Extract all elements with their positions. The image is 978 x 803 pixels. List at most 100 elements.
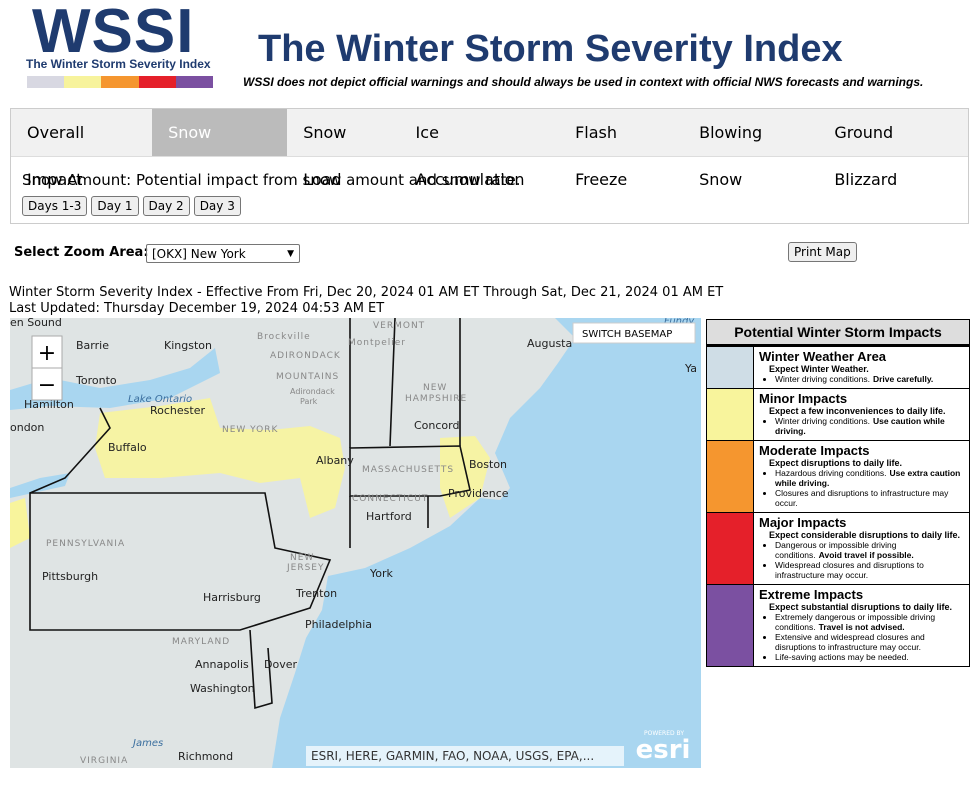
map-label: Augusta [527,337,572,350]
map-label: NEW [290,553,314,563]
map-label: Ya [684,362,697,375]
zoom-select[interactable]: [OKX] New York ▼ [146,244,300,263]
legend-item: Winter Weather Area Expect Winter Weather… [707,346,969,388]
minor-impact-area [10,498,30,548]
legend-item: Minor Impacts Expect a few inconveniences… [707,388,969,440]
map-label: JERSEY [286,563,325,573]
map-label: MASSACHUSETTS [362,465,454,475]
legend-bullets: Extremely dangerous or impossible drivin… [759,612,965,662]
legend-swatch [707,585,754,666]
map-label: MOUNTAINS [276,372,339,382]
day-button[interactable]: Day 3 [193,196,241,216]
tab[interactable]: Overall Impact [27,123,85,189]
legend-item: Extreme Impacts Expect substantial disrup… [707,584,969,666]
map-label: Park [300,397,318,406]
map-label: Albany [316,454,354,467]
legend-text: Moderate Impacts Expect disruptions to da… [754,441,969,512]
map-label: Lake Ontario [128,394,192,405]
map-label: MARYLAND [172,637,230,647]
map-label: Montpelier [348,338,406,348]
logo-subtitle: The Winter Storm Severity Index [26,57,211,71]
bullet-text: Life-saving actions may be needed. [775,652,909,662]
legend-swatch [707,441,754,512]
bullet-emphasis: Use extra caution while driving. [775,468,961,488]
tab[interactable]: Snow Amount [152,109,288,189]
bullet-text: Extensive and widespread closures and di… [775,632,925,652]
logo-color-bar [27,76,214,88]
attribution-bg [306,746,624,766]
tab[interactable]: Flash Freeze [575,123,628,189]
legend-bullets: Dangerous or impossible driving conditio… [759,540,965,580]
bullet-emphasis: Travel is not advised. [818,622,905,632]
legend-name: Moderate Impacts [759,443,870,458]
zoom-selected: [OKX] New York [152,247,246,261]
basemap-button-bg [572,322,696,344]
map-label: James [131,738,163,749]
print-button[interactable]: Print Map [788,242,857,262]
map-label: Philadelphia [305,618,372,631]
attribution: ESRI, HERE, GARMIN, FAO, NOAA, USGS, EPA… [311,749,594,763]
legend-headline: Expect considerable disruptions to daily… [769,530,961,540]
map-label: Adirondack [290,387,335,396]
map: en Sound Barrie Kingston Brockville Montpeli… [10,318,701,768]
minor-impact-area [440,436,490,518]
map-label: Rochester [150,404,205,417]
bullet-emphasis: Drive carefully. [872,374,934,384]
map-label: Washington [190,682,255,695]
tab[interactable]: Snow Load [303,123,347,189]
legend-name: Minor Impacts [759,391,848,406]
tab[interactable]: Ice Accumulation [415,123,525,189]
legend-bullets: Hazardous driving conditions.Use extra c… [759,468,965,508]
legend-bullet: Hazardous driving conditions.Use extra c… [775,468,965,488]
map-label: VERMONT [373,321,425,331]
map-label: Annapolis [195,658,249,671]
tab[interactable]: Blowing Snow [699,123,763,189]
last-updated: Last Updated: Thursday December 19, 2024… [9,301,385,316]
legend-bullet: Winter driving conditions.Use caution wh… [775,416,965,436]
legend-name: Major Impacts [759,515,847,530]
legend-bullets: Winter driving conditions.Drive carefull… [759,374,933,384]
legend-swatch [707,389,754,440]
switch-basemap[interactable]: SWITCH BASEMAP [582,329,672,340]
legend-bullet: Extremely dangerous or impossible drivin… [775,612,965,632]
bullet-text: Winter driving conditions. [775,374,870,384]
day-button[interactable]: Day 2 [142,196,190,216]
map-label: Brockville [257,332,311,342]
bullet-text: Winter driving conditions. [775,416,870,426]
day-button[interactable]: Day 1 [91,196,139,216]
legend-headline: Expect a few inconveniences to daily lif… [769,406,946,416]
map-label: Pittsburgh [42,570,98,583]
legend-text: Extreme Impacts Expect substantial disrup… [754,585,969,666]
zoom-out[interactable]: − [38,373,56,398]
zoom-in[interactable]: + [38,341,56,366]
map-label: Trenton [295,587,337,600]
map-label: Concord [414,419,459,432]
legend-item: Moderate Impacts Expect disruptions to da… [707,440,969,512]
map-label: Buffalo [108,441,147,454]
day-button[interactable]: Days 1-3 [22,196,88,216]
map-label: en Sound [10,318,62,329]
legend-title: Potential Winter Storm Impacts [707,320,969,346]
product-panel: Overall Impact Snow Amount Snow Load Ice Ac… [10,108,969,224]
legend-name: Winter Weather Area [759,349,887,364]
bullet-emphasis: Avoid travel if possible. [818,550,914,560]
map-label: NEW [423,383,447,393]
legend-bullet: Closures and disruptions to infrastructu… [775,488,965,508]
map-label: ondon [10,421,44,434]
map-label: ADIRONDACK [270,351,341,361]
tab[interactable]: Ground Blizzard [834,123,898,189]
legend-bullet: Life-saving actions may be needed. [775,652,965,662]
legend-bullet: Dangerous or impossible driving conditio… [775,540,965,560]
legend-bullet: Winter driving conditions.Drive carefull… [775,374,933,384]
legend-headline: Expect disruptions to daily life. [769,458,903,468]
minor-impact-area [95,398,345,518]
map-label: Richmond [178,750,233,763]
map-label: Hamilton [24,398,74,411]
esri-logo: esri [636,735,691,765]
map-label: Toronto [75,374,117,387]
legend-bullets: Winter driving conditions.Use caution wh… [759,416,965,436]
state-borders [29,318,471,710]
bullet-emphasis: Use caution while driving. [775,416,945,436]
lake-erie [10,473,70,498]
